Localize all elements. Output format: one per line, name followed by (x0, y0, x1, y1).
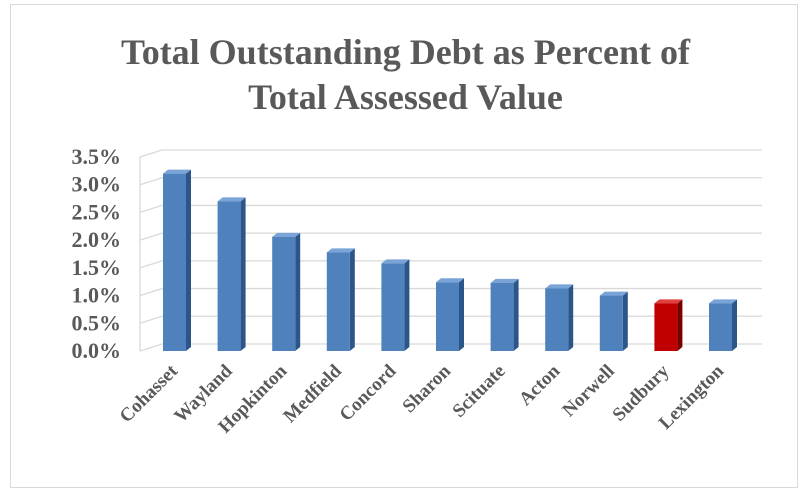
bar-top (272, 232, 301, 237)
bar-side (513, 278, 519, 351)
bar-face (163, 173, 186, 351)
gridline (139, 232, 762, 241)
bar-sudbury (654, 299, 683, 351)
y-tick-label: 1.0% (72, 283, 122, 308)
bar-top (326, 248, 355, 253)
chart-title-line1: Total Outstanding Debt as Percent of (120, 32, 691, 72)
bar-side (404, 259, 410, 351)
chart-title: Total Outstanding Debt as Percent of Tot… (0, 30, 811, 120)
bar-cohasset (163, 169, 191, 351)
bar-face (326, 252, 350, 351)
y-tick-label: 1.5% (72, 255, 122, 280)
bar-side (349, 248, 355, 351)
y-tick-label: 3.5% (72, 144, 122, 169)
bar-face (381, 263, 405, 351)
bar-face (709, 303, 732, 351)
bar-top (217, 197, 246, 202)
chart-title-line2: Total Assessed Value (248, 77, 563, 117)
gridline (139, 177, 762, 186)
gridline (139, 260, 762, 269)
x-tick-label-cohasset: Cohasset (116, 360, 183, 427)
chart-frame (10, 4, 798, 488)
bar-top (654, 299, 683, 304)
bar-face (272, 236, 296, 351)
y-tick-label: 0.5% (72, 310, 122, 335)
x-tick-label-sharon: Sharon (399, 360, 456, 417)
y-axis: 0.0% 0.5%1.0% 1.5% 2.0% 2.5%3.0% 3.5% (72, 144, 122, 363)
x-tick-label-acton: Acton (515, 360, 564, 409)
bar-face (490, 282, 514, 351)
x-axis: CohassetWaylandHopkintonMedfieldConcordS… (116, 360, 729, 437)
bars (163, 169, 737, 351)
gridline (139, 204, 762, 214)
bar-face (599, 295, 623, 351)
bar-scituate (490, 278, 519, 351)
bar-face (217, 201, 241, 351)
bar-side (295, 232, 301, 351)
y-tick-label: 2.5% (72, 199, 122, 224)
bar-norwell (599, 291, 628, 351)
y-tick-label: 3.0% (72, 172, 122, 197)
bar-face (545, 288, 569, 351)
bar-top (490, 278, 519, 283)
bar-top (599, 291, 628, 296)
bar-face (654, 303, 678, 351)
y-tick-label: 2.0% (72, 227, 122, 252)
bar-side (240, 197, 246, 351)
bar-top (709, 299, 737, 304)
bar-side (732, 299, 737, 351)
bar-medfield (326, 248, 355, 351)
bar-hopkinton (272, 232, 301, 351)
bar-wayland (217, 197, 246, 351)
bar-lexington (709, 299, 737, 351)
bar-side (622, 291, 628, 351)
bar-top (163, 169, 191, 174)
bar-side (677, 299, 683, 351)
bar-side (459, 278, 464, 351)
x-tick-label-medfield: Medfield (279, 360, 346, 427)
bar-top (436, 278, 464, 283)
bar-concord (381, 259, 410, 351)
y-tick-label: 0.0% (72, 338, 122, 363)
bar-face (436, 282, 459, 351)
bar-top (381, 259, 410, 264)
gridline (139, 149, 762, 158)
x-tick-label-concord: Concord (336, 360, 401, 425)
bar-side (568, 284, 574, 351)
bar-sharon (436, 278, 464, 351)
bar-acton (545, 284, 574, 351)
x-tick-label-scituate: Scituate (449, 361, 510, 422)
bar-top (545, 284, 574, 289)
bar-side (186, 169, 191, 351)
